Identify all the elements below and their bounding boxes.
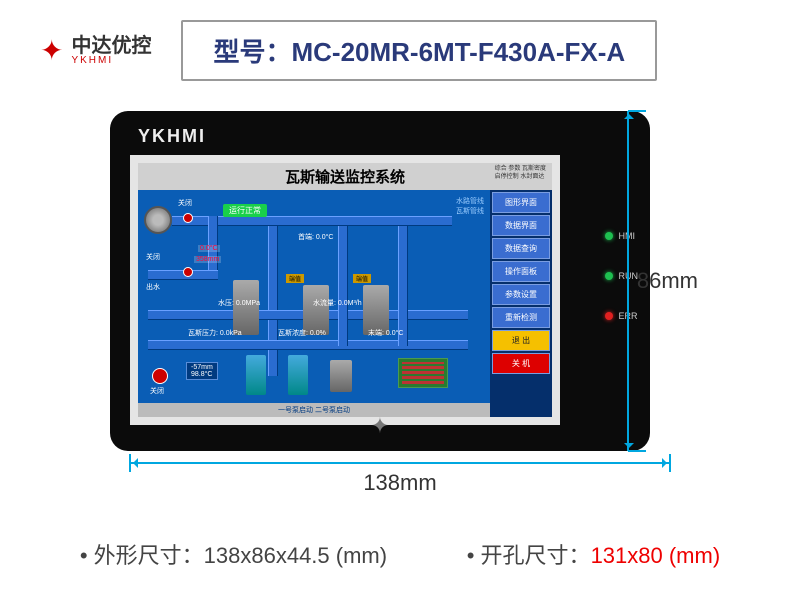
side-button-redetect[interactable]: 重新检测 bbox=[492, 307, 550, 328]
side-button-query[interactable]: 数据查询 bbox=[492, 238, 550, 259]
label: 出水 bbox=[146, 282, 160, 292]
screen-title: 瓦斯输送监控系统 bbox=[285, 169, 405, 186]
label: 水流量: 0.0M³/h bbox=[313, 298, 362, 308]
pipe bbox=[338, 226, 348, 346]
label: 首端: 0.0°C bbox=[298, 232, 333, 242]
side-button-shutdown[interactable]: 关 机 bbox=[492, 353, 550, 374]
dimension-width: 138mm bbox=[130, 454, 670, 496]
screen-bottombar: 一号泵启动 二号泵启动 bbox=[138, 403, 490, 417]
process-diagram: 运行正常 关闭 关闭 出水 0.0°C 358mm 首端: 0.0°C 端值 端… bbox=[138, 190, 490, 420]
outer-dim: • 外形尺寸：138x86x44.5 (mm) bbox=[80, 538, 387, 570]
led-dot-icon bbox=[605, 232, 613, 240]
brand-logo: ✦ 中达优控 YKHMI bbox=[40, 34, 151, 67]
title-legend: 综合 参数 瓦斯密度 启停控制 水封面达 bbox=[495, 165, 546, 181]
side-button-data[interactable]: 数据界面 bbox=[492, 215, 550, 236]
screen-titlebar: 瓦斯输送监控系统 综合 参数 瓦斯密度 启停控制 水封面达 bbox=[138, 163, 552, 190]
side-menu: 图形界面 数据界面 数据查询 操作面板 参数设置 重新检测 退 出 关 机 bbox=[490, 190, 552, 420]
hmi-screen[interactable]: 瓦斯输送监控系统 综合 参数 瓦斯密度 启停控制 水封面达 bbox=[130, 155, 560, 425]
fan-icon bbox=[144, 206, 172, 234]
led-dot-icon bbox=[605, 312, 613, 320]
generator bbox=[398, 358, 448, 388]
pipe bbox=[268, 226, 278, 376]
label: 水压: 0.0MPa bbox=[218, 298, 260, 308]
label: 瓦斯浓度: 0.0% bbox=[278, 328, 326, 338]
compressor bbox=[288, 355, 308, 395]
pipe-legend: 水路管线 bbox=[456, 196, 484, 206]
label-readout: 358mm bbox=[194, 256, 221, 263]
dimension-height: 86mm bbox=[627, 111, 698, 451]
valve-icon bbox=[183, 213, 193, 223]
model-value: MC-20MR-6MT-F430A-FX-A bbox=[291, 37, 625, 67]
cutout-dim: • 开孔尺寸：131x80 (mm) bbox=[467, 538, 720, 570]
label: 瓦斯压力: 0.0kPa bbox=[188, 328, 242, 338]
pipe bbox=[148, 340, 468, 350]
readout-box: -57mm 98.8°C bbox=[186, 362, 218, 380]
pipe-legend: 瓦斯管线 bbox=[456, 206, 484, 216]
valve-icon bbox=[152, 368, 168, 384]
footer-dimensions: • 外形尺寸：138x86x44.5 (mm) • 开孔尺寸：131x80 (m… bbox=[0, 538, 800, 570]
compressor bbox=[246, 355, 266, 395]
side-button-params[interactable]: 参数设置 bbox=[492, 284, 550, 305]
label: 关闭 bbox=[150, 386, 164, 396]
led-dot-icon bbox=[605, 272, 613, 280]
logo-cn: 中达优控 bbox=[71, 36, 151, 56]
status-badge: 运行正常 bbox=[223, 204, 267, 217]
separator bbox=[330, 360, 352, 392]
model-box: 型号：MC-20MR-6MT-F430A-FX-A bbox=[181, 20, 657, 81]
device-brand: YKHMI bbox=[138, 126, 600, 147]
logo-icon: ✦ bbox=[40, 34, 63, 67]
home-icon[interactable]: ✦ bbox=[371, 413, 389, 439]
dim-width-label: 138mm bbox=[363, 470, 436, 496]
label: 末端: 0.0°C bbox=[368, 328, 403, 338]
tag: 端值 bbox=[353, 274, 371, 283]
label: 关闭 bbox=[178, 198, 192, 208]
side-button-panel[interactable]: 操作面板 bbox=[492, 261, 550, 282]
side-button-graph[interactable]: 图形界面 bbox=[492, 192, 550, 213]
model-label: 型号： bbox=[213, 37, 291, 67]
logo-en: YKHMI bbox=[71, 56, 151, 66]
label-readout: 0.0°C bbox=[198, 245, 220, 252]
label: 关闭 bbox=[146, 252, 160, 262]
side-button-exit[interactable]: 退 出 bbox=[492, 330, 550, 351]
tag: 端值 bbox=[286, 274, 304, 283]
dim-height-label: 86mm bbox=[637, 268, 698, 294]
hmi-device: YKHMI 瓦斯输送监控系统 综合 参数 瓦斯密度 启停控制 水封面达 bbox=[110, 111, 650, 451]
valve-icon bbox=[183, 267, 193, 277]
